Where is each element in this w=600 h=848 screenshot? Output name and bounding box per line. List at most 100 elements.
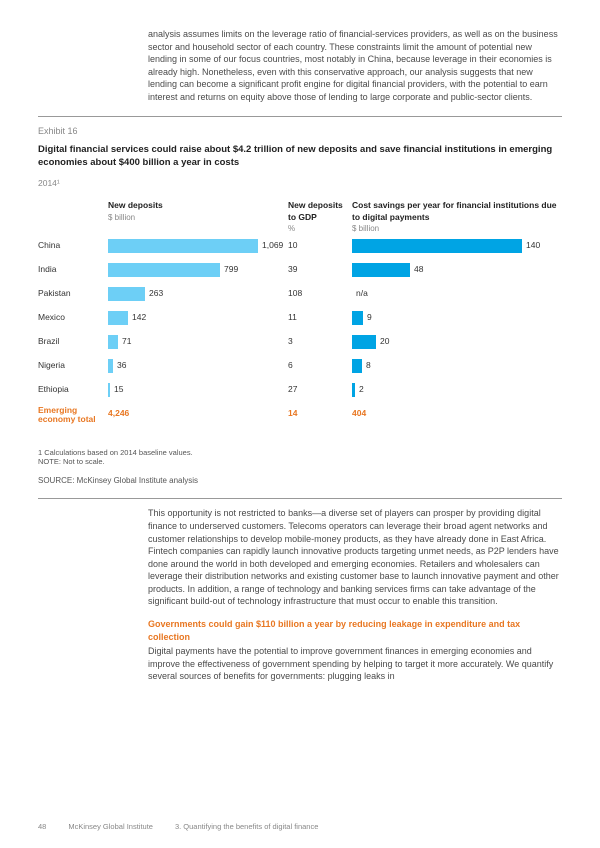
deposits-bar: [108, 335, 118, 349]
country-label: Ethiopia: [38, 378, 108, 402]
intro-text: analysis assumes limits on the leverage …: [148, 28, 562, 104]
gdp-value: 11: [288, 312, 297, 324]
deposits-row: 263: [108, 282, 288, 306]
exhibit-source: SOURCE: McKinsey Global Institute analys…: [38, 475, 562, 486]
deposits-header: New deposits $ billion: [108, 200, 288, 234]
deposits-value: 36: [117, 360, 126, 372]
deposits-bar: [108, 287, 145, 301]
note-1: 1 Calculations based on 2014 baseline va…: [38, 448, 562, 458]
gdp-value: 3: [288, 336, 293, 348]
deposits-row: 36: [108, 354, 288, 378]
deposits-value: 15: [114, 384, 123, 396]
cost-h1: Cost savings per year for financial inst…: [352, 200, 562, 224]
country-label: China: [38, 234, 108, 258]
gdp-row: 3: [288, 330, 352, 354]
deposits-bar: [108, 311, 128, 325]
deposits-row: 71: [108, 330, 288, 354]
totals-label: Emerging economy total: [38, 402, 108, 438]
deposits-bar: [108, 383, 110, 397]
footer-chapter: 3. Quantifying the benefits of digital f…: [175, 822, 318, 833]
deposits-value: 71: [122, 336, 131, 348]
totals-gdp-value: 14: [288, 408, 297, 420]
country-label: Pakistan: [38, 282, 108, 306]
gdp-row: 39: [288, 258, 352, 282]
cost-value: 20: [380, 336, 389, 348]
gdp-value: 6: [288, 360, 293, 372]
chart: ChinaIndiaPakistanMexicoBrazilNigeriaEth…: [38, 200, 562, 438]
cost-value: 140: [526, 240, 540, 252]
deposits-value: 1,069: [262, 240, 283, 252]
gdp-row: 10: [288, 234, 352, 258]
country-label: Brazil: [38, 330, 108, 354]
deposits-row: 799: [108, 258, 288, 282]
exhibit-notes: 1 Calculations based on 2014 baseline va…: [38, 448, 562, 468]
cost-row: n/a: [352, 282, 562, 306]
cost-bar: [352, 335, 376, 349]
gdp-value: 10: [288, 240, 297, 252]
cost-row: 2: [352, 378, 562, 402]
cost-bar: [352, 383, 355, 397]
exhibit-year: 2014¹: [38, 178, 562, 190]
gdp-value: 39: [288, 264, 297, 276]
cost-row: 140: [352, 234, 562, 258]
col-cost: Cost savings per year for financial inst…: [352, 200, 562, 438]
deposits-row: 15: [108, 378, 288, 402]
section-heading: Governments could gain $110 billion a ye…: [148, 618, 562, 643]
country-label: Nigeria: [38, 354, 108, 378]
intro-paragraph: analysis assumes limits on the leverage …: [148, 28, 562, 104]
cost-bar: [352, 263, 410, 277]
exhibit: Exhibit 16 Digital financial services co…: [38, 125, 562, 487]
rule-top: [38, 116, 562, 117]
footer-org: McKinsey Global Institute: [68, 822, 153, 833]
outro-block: This opportunity is not restricted to ba…: [148, 507, 562, 683]
gdp-row: 11: [288, 306, 352, 330]
cost-value: 48: [414, 264, 423, 276]
outro-paragraph-2: Digital payments have the potential to i…: [148, 645, 562, 683]
exhibit-label: Exhibit 16: [38, 125, 562, 138]
cost-bar: [352, 239, 522, 253]
cost-value: 9: [367, 312, 372, 324]
gdp-value: 108: [288, 288, 302, 300]
deposits-row: 142: [108, 306, 288, 330]
deposits-value: 799: [224, 264, 238, 276]
cost-value: 8: [366, 360, 371, 372]
cost-row: 20: [352, 330, 562, 354]
totals-deposits: 4,246: [108, 402, 288, 426]
exhibit-title: Digital financial services could raise a…: [38, 143, 562, 170]
deposits-value: 263: [149, 288, 163, 300]
rule-bottom: [38, 498, 562, 499]
gdp-value: 27: [288, 384, 297, 396]
deposits-bar: [108, 263, 220, 277]
deposits-bar: [108, 359, 113, 373]
gdp-row: 108: [288, 282, 352, 306]
note-2: NOTE: Not to scale.: [38, 457, 562, 467]
outro-paragraph-1: This opportunity is not restricted to ba…: [148, 507, 562, 608]
deposits-value: 142: [132, 312, 146, 324]
totals-gdp: 14: [288, 402, 352, 426]
col-countries: ChinaIndiaPakistanMexicoBrazilNigeriaEth…: [38, 200, 108, 438]
col-deposits: New deposits $ billion 1,069 799 26314271 3…: [108, 200, 288, 438]
gdp-row: 27: [288, 378, 352, 402]
deposits-bar: [108, 239, 258, 253]
gdp-header: New deposits to GDP %: [288, 200, 352, 234]
cost-bar: [352, 311, 363, 325]
cost-row: 8: [352, 354, 562, 378]
totals-cost-value: 404: [352, 408, 366, 420]
deposits-h1: New deposits: [108, 200, 288, 212]
totals-cost: 404: [352, 402, 562, 426]
deposits-row: 1,069: [108, 234, 288, 258]
page-number: 48: [38, 822, 46, 833]
cost-header: Cost savings per year for financial inst…: [352, 200, 562, 234]
deposits-h2: $ billion: [108, 212, 288, 223]
totals-dep-value: 4,246: [108, 408, 129, 420]
gdp-row: 6: [288, 354, 352, 378]
cost-row: 9: [352, 306, 562, 330]
country-label: India: [38, 258, 108, 282]
country-label: Mexico: [38, 306, 108, 330]
cost-row: 48: [352, 258, 562, 282]
gdp-h1: New deposits to GDP: [288, 200, 352, 224]
col-gdp: New deposits to GDP % 10 39 108 11 3 6 27 14: [288, 200, 352, 438]
page-footer: 48 McKinsey Global Institute 3. Quantify…: [38, 822, 562, 833]
cost-bar: [352, 359, 362, 373]
cost-value: 2: [359, 384, 364, 396]
